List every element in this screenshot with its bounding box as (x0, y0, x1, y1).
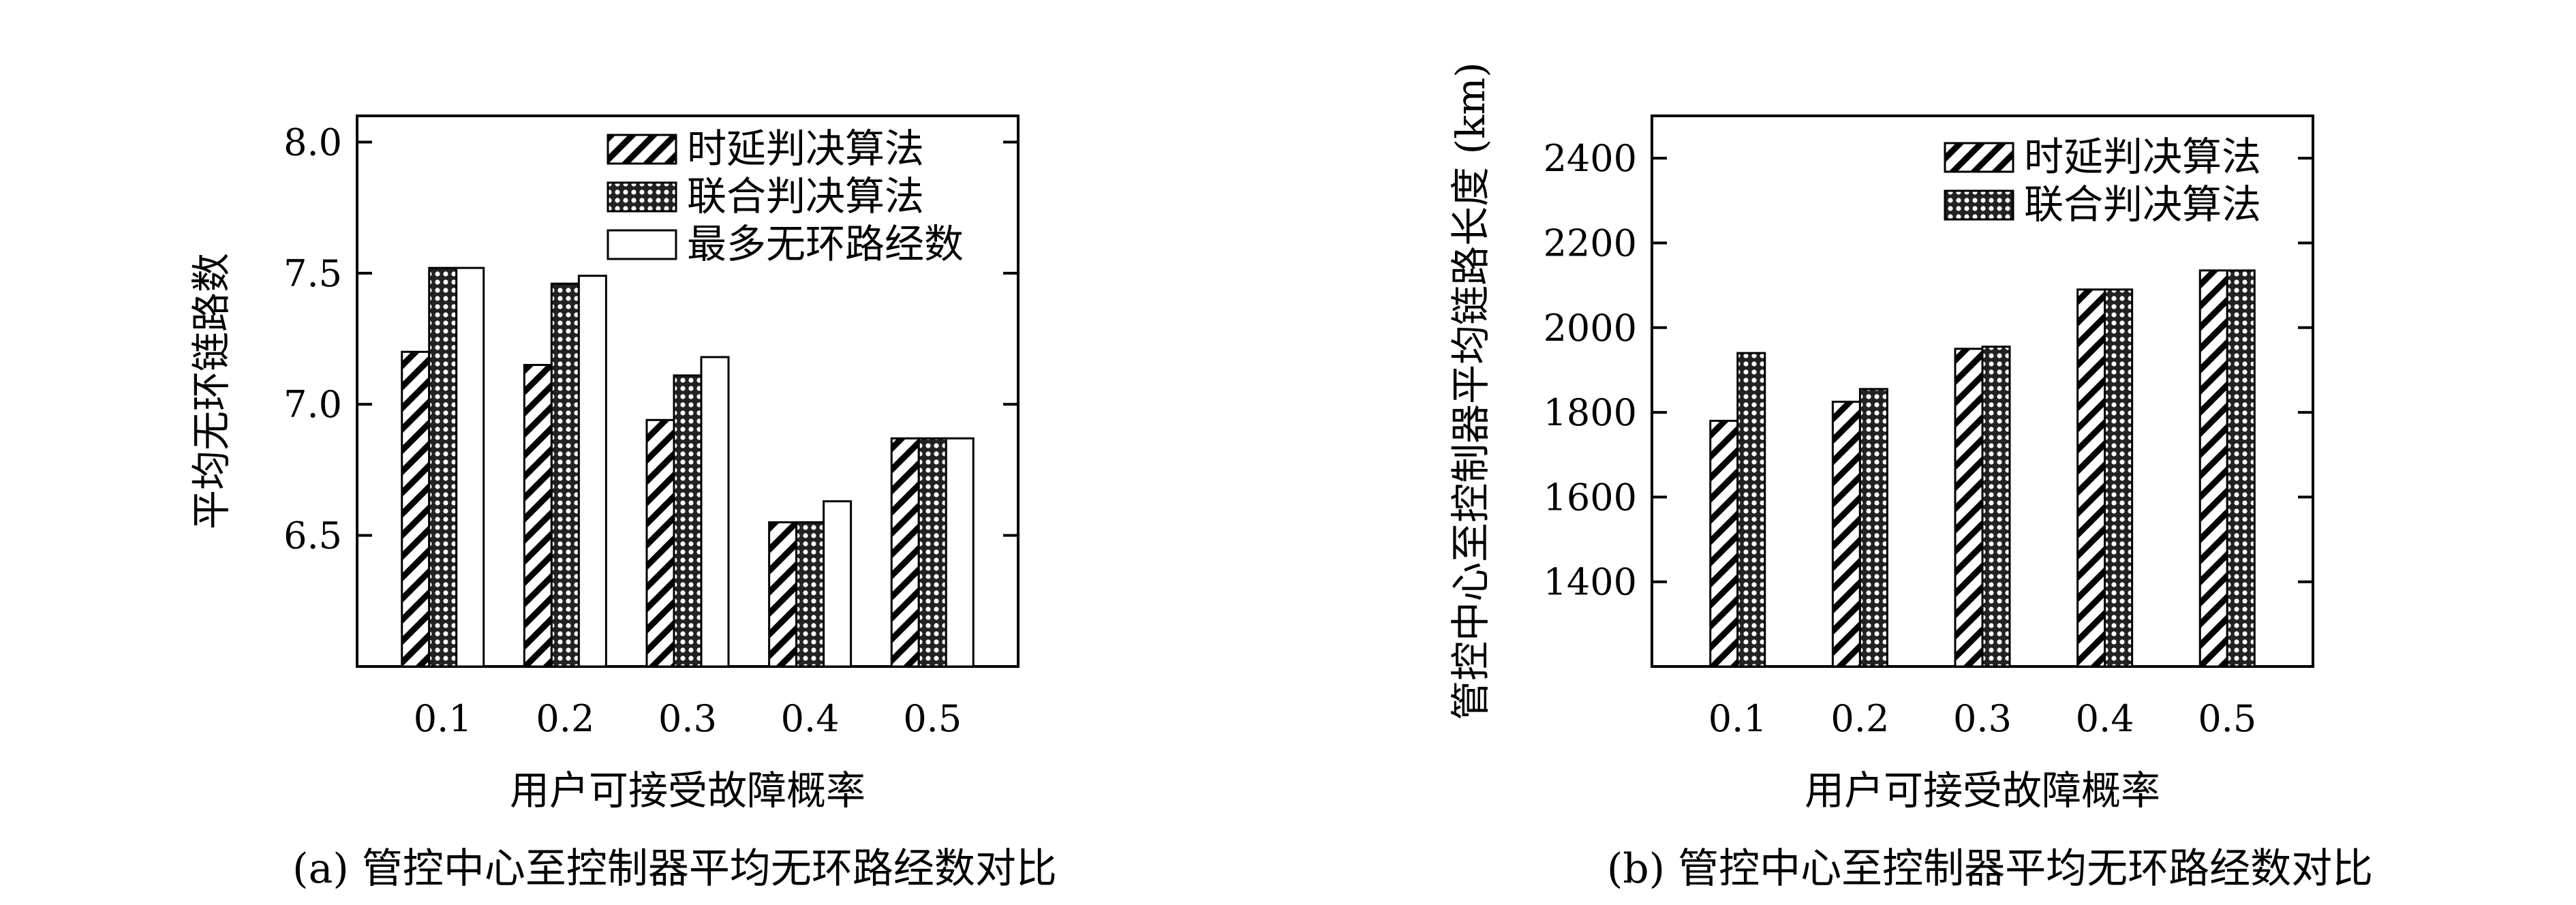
bar-white (823, 500, 853, 668)
bar-white (455, 266, 485, 668)
bar-dots (917, 437, 947, 668)
bar-hatch (401, 350, 431, 668)
chart-b-xlabel: 用户可接受故障概率 (1805, 767, 2160, 814)
x-tick-label: 0.2 (1830, 697, 1889, 740)
legend-label: 联合判决算法 (687, 173, 924, 219)
y-tick-label: 2000 (1544, 307, 1637, 350)
bar-hatch (523, 364, 553, 668)
legend-swatch-dots (607, 181, 677, 213)
chart-b-ylabel: 管控中心至控制器平均链路长度 (km) (1447, 62, 1494, 720)
bar-dots (1981, 346, 2011, 668)
x-tick-label: 0.3 (658, 697, 717, 740)
bar-dots (795, 521, 825, 668)
bar-dots (1858, 388, 1888, 668)
chart-a-bars (401, 266, 975, 668)
chart-b-caption: (b) 管控中心至控制器平均无环路经数对比 (1607, 845, 2373, 893)
y-tick-label: 2400 (1544, 137, 1637, 180)
y-tick-label: 7.5 (283, 252, 342, 295)
bar-white (577, 275, 607, 668)
chart-b: 1400 1600 1800 2000 2200 2400 0.1 0.2 0.3 0.4 0.5… (1447, 62, 2373, 893)
y-tick-label: 7.0 (283, 383, 342, 426)
legend-swatch-hatch (607, 134, 677, 165)
x-tick-label: 0.5 (903, 697, 962, 740)
bar-hatch (768, 521, 798, 668)
chart-b-bars (1709, 269, 2256, 668)
bar-dots (673, 374, 703, 668)
y-tick-label: 2200 (1544, 221, 1637, 264)
x-tick-label: 0.3 (1953, 697, 2012, 740)
y-tick-label: 6.5 (283, 515, 342, 557)
legend-label: 时延判决算法 (2024, 134, 2261, 180)
bar-white (945, 437, 975, 668)
bar-dots (1736, 352, 1766, 668)
chart-b-y-axis: 1400 1600 1800 2000 2200 2400 (1544, 137, 2313, 604)
y-tick-label: 1600 (1544, 476, 1637, 519)
bar-dots (550, 282, 580, 668)
bar-hatch (2198, 269, 2228, 668)
chart-a-x-axis: 0.1 0.2 0.3 0.4 0.5 (414, 651, 962, 740)
bar-hatch (1954, 348, 1984, 668)
chart-a-ylabel: 平均无环链路数 (188, 253, 234, 530)
chart-a-xlabel: 用户可接受故障概率 (510, 767, 865, 814)
x-tick-label: 0.5 (2198, 697, 2256, 740)
legend-swatch-white (607, 229, 677, 260)
bar-dots (2226, 269, 2256, 668)
chart-a-y-axis: 6.5 7.0 7.5 8.0 (283, 121, 1018, 557)
y-tick-label: 8.0 (283, 121, 342, 164)
x-tick-label: 0.4 (781, 697, 840, 740)
legend-label: 时延判决算法 (687, 125, 924, 172)
bar-hatch (890, 437, 920, 668)
x-tick-label: 0.2 (536, 697, 594, 740)
y-tick-label: 1400 (1544, 561, 1637, 604)
chart-a: 6.5 7.0 7.5 8.0 0.1 0.2 0.3 0.4 0.5 时延判决算法联合判决算… (188, 114, 1057, 893)
legend-label: 联合判决算法 (2024, 181, 2261, 228)
legend-swatch-dots (1944, 189, 2014, 221)
legend-label: 最多无环路经数 (687, 221, 964, 267)
bar-dots (428, 266, 458, 668)
chart-b-x-axis: 0.1 0.2 0.3 0.4 0.5 (1708, 651, 2256, 740)
x-tick-label: 0.1 (1708, 697, 1767, 740)
bar-dots (2104, 288, 2134, 668)
x-tick-label: 0.1 (414, 697, 472, 740)
bar-hatch (2076, 288, 2106, 668)
bar-hatch (645, 418, 675, 668)
bar-hatch (1709, 420, 1739, 668)
legend-swatch-hatch (1944, 142, 2014, 173)
bar-white (700, 356, 730, 668)
x-tick-label: 0.4 (2076, 697, 2134, 740)
bar-hatch (1831, 401, 1861, 668)
y-tick-label: 1800 (1544, 391, 1637, 434)
chart-a-caption: (a) 管控中心至控制器平均无环路经数对比 (292, 845, 1057, 893)
